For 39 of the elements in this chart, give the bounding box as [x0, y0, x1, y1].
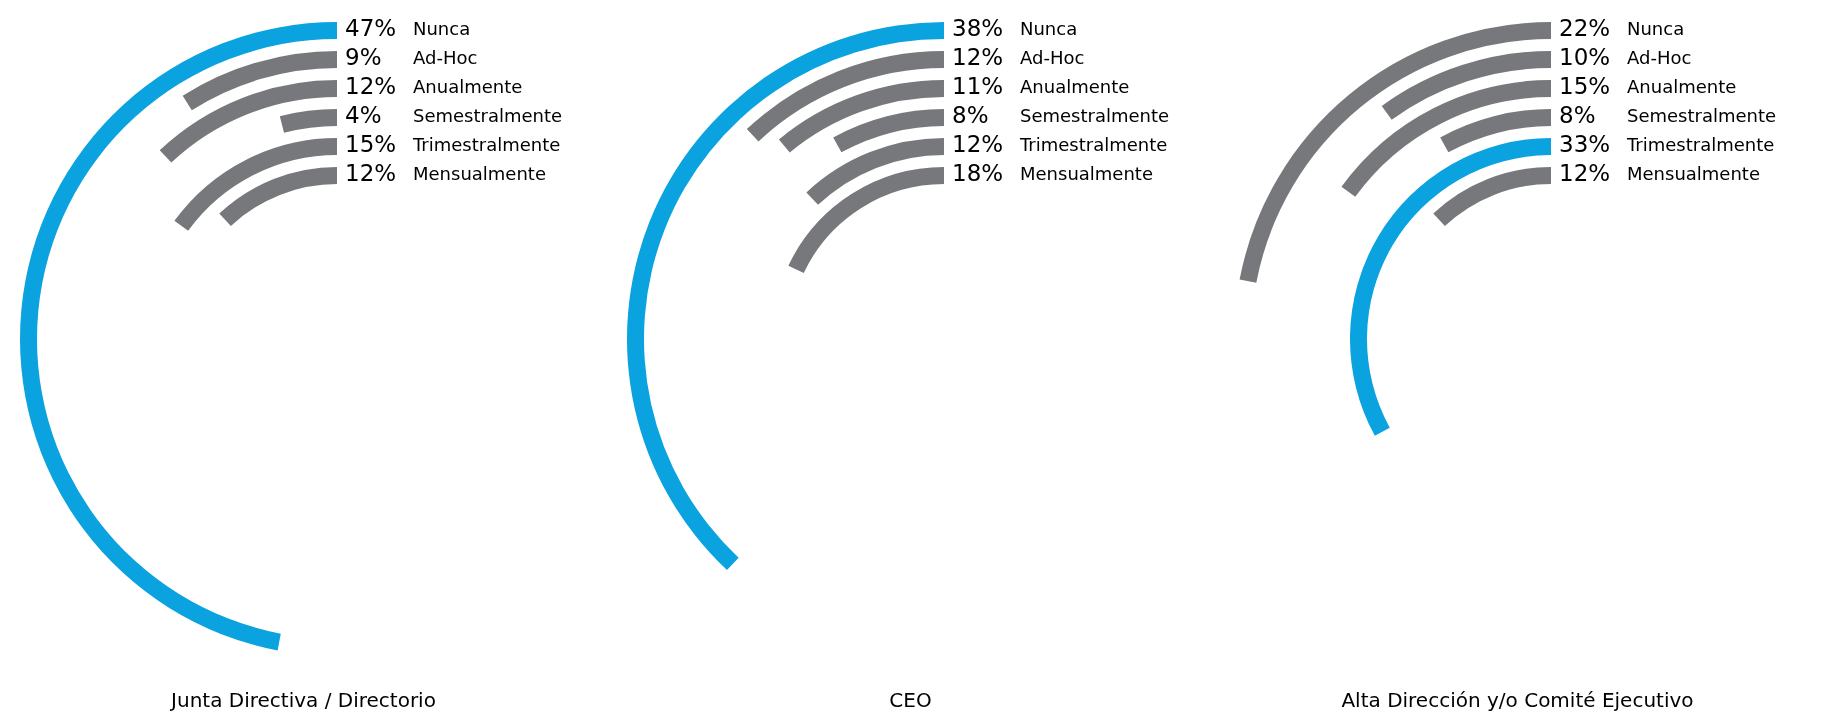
category-label: Ad-Hoc	[1627, 47, 1692, 69]
data-label: 12%	[1559, 160, 1611, 187]
data-label: 47%	[345, 15, 397, 42]
category-label: Mensualmente	[1627, 163, 1760, 185]
data-label: 22%	[1559, 15, 1611, 42]
data-label: 12%	[952, 131, 1004, 158]
data-label: 9%	[345, 44, 382, 71]
category-label: Semestralmente	[413, 105, 563, 127]
data-label: 12%	[345, 160, 397, 187]
category-label: Anualmente	[413, 76, 523, 98]
data-label: 33%	[1559, 131, 1611, 158]
category-label: Semestralmente	[1020, 105, 1170, 127]
data-label: 11%	[952, 73, 1004, 100]
text: Alta Dirección y/o Comité Ejecutivo	[1340, 688, 1695, 712]
data-label: 18%	[952, 160, 1004, 187]
category-label: Trimestralmente	[1019, 134, 1168, 156]
category-label: Trimestralmente	[1626, 134, 1775, 156]
category-label: Anualmente	[1020, 76, 1130, 98]
data-label: 4%	[345, 102, 382, 129]
data-label: 8%	[952, 102, 989, 129]
category-label: Trimestralmente	[412, 134, 561, 156]
text: CEO	[888, 688, 933, 712]
data-label: 8%	[1559, 102, 1596, 129]
category-label: Anualmente	[1627, 76, 1737, 98]
category-label: Nunca	[413, 18, 471, 40]
category-label: Mensualmente	[413, 163, 546, 185]
category-label: Ad-Hoc	[413, 47, 478, 69]
data-label: 15%	[1559, 73, 1611, 100]
data-label: 15%	[345, 131, 397, 158]
category-label: Mensualmente	[1020, 163, 1153, 185]
category-label: Nunca	[1020, 18, 1078, 40]
data-label: 12%	[345, 73, 397, 100]
category-label: Nunca	[1627, 18, 1685, 40]
category-label: Ad-Hoc	[1020, 47, 1085, 69]
data-label: 12%	[952, 44, 1004, 71]
data-label: 10%	[1559, 44, 1611, 71]
category-label: Semestralmente	[1627, 105, 1777, 127]
data-label: 38%	[952, 15, 1004, 42]
text: Junta Directiva / Directorio	[169, 688, 437, 712]
